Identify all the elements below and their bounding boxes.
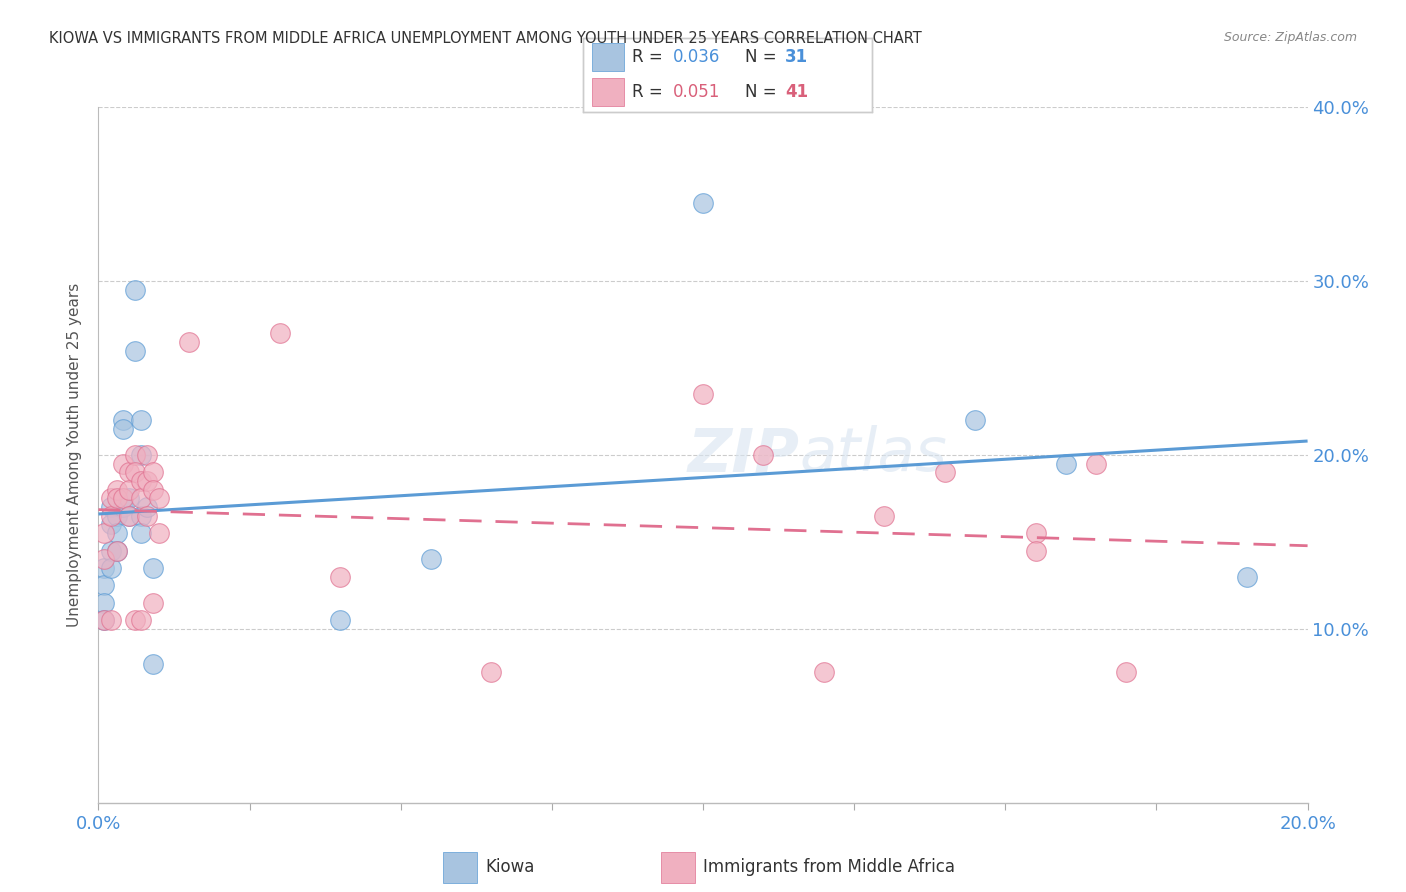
Point	[100, 517, 122, 532]
Point	[129, 491, 152, 506]
Text: Immigrants from Middle Africa: Immigrants from Middle Africa	[703, 858, 955, 876]
Point	[142, 596, 165, 610]
Point	[179, 334, 201, 349]
Text: R =: R =	[633, 83, 668, 101]
Point	[105, 526, 128, 541]
Text: 0.036: 0.036	[673, 48, 720, 66]
Y-axis label: Unemployment Among Youth under 25 years: Unemployment Among Youth under 25 years	[67, 283, 83, 627]
Point	[124, 283, 146, 297]
Point	[93, 613, 115, 627]
Point	[129, 508, 152, 523]
Point	[129, 448, 152, 462]
Point	[93, 613, 115, 627]
Point	[692, 195, 714, 210]
Point	[105, 508, 128, 523]
Point	[142, 657, 165, 671]
Point	[135, 500, 157, 514]
Point	[329, 613, 352, 627]
Point	[124, 448, 146, 462]
Point	[142, 466, 165, 480]
Point	[148, 491, 170, 506]
Point	[100, 613, 122, 627]
Point	[873, 508, 896, 523]
Point	[1024, 543, 1046, 558]
Point	[111, 413, 134, 427]
Point	[965, 413, 987, 427]
Point	[100, 491, 122, 506]
Point	[100, 543, 122, 558]
Point	[118, 483, 141, 497]
Point	[118, 491, 141, 506]
Point	[142, 483, 165, 497]
Text: 0.051: 0.051	[673, 83, 720, 101]
Point	[1236, 570, 1258, 584]
Point	[129, 474, 152, 488]
Point	[118, 466, 141, 480]
Point	[105, 483, 128, 497]
Point	[692, 387, 714, 401]
Bar	[592, 78, 624, 105]
Bar	[661, 852, 695, 883]
Point	[129, 613, 152, 627]
Point	[111, 491, 134, 506]
Text: Kiowa: Kiowa	[485, 858, 534, 876]
Point	[93, 552, 115, 566]
Text: Source: ZipAtlas.com: Source: ZipAtlas.com	[1223, 31, 1357, 45]
Point	[105, 543, 128, 558]
Point	[93, 526, 115, 541]
Bar	[443, 852, 477, 883]
Point	[135, 474, 157, 488]
Point	[135, 508, 157, 523]
Text: ZIP: ZIP	[688, 425, 800, 484]
Point	[420, 552, 443, 566]
Text: N =: N =	[745, 48, 782, 66]
Point	[105, 543, 128, 558]
Point	[93, 596, 115, 610]
Point	[100, 508, 122, 523]
Text: KIOWA VS IMMIGRANTS FROM MIDDLE AFRICA UNEMPLOYMENT AMONG YOUTH UNDER 25 YEARS C: KIOWA VS IMMIGRANTS FROM MIDDLE AFRICA U…	[49, 31, 922, 46]
Point	[1024, 526, 1046, 541]
Point	[934, 466, 956, 480]
Point	[105, 491, 128, 506]
Point	[93, 561, 115, 575]
Point	[1085, 457, 1108, 471]
Point	[752, 448, 775, 462]
Point	[1115, 665, 1137, 680]
Point	[269, 326, 291, 340]
Point	[100, 561, 122, 575]
Text: R =: R =	[633, 48, 668, 66]
Text: 31: 31	[785, 48, 808, 66]
Point	[813, 665, 835, 680]
Text: 41: 41	[785, 83, 808, 101]
Point	[100, 500, 122, 514]
Point	[111, 500, 134, 514]
Point	[124, 343, 146, 358]
Point	[129, 413, 152, 427]
Point	[329, 570, 352, 584]
Point	[93, 578, 115, 592]
Point	[111, 457, 134, 471]
Point	[1054, 457, 1077, 471]
Bar	[592, 44, 624, 71]
Point	[118, 508, 141, 523]
Point	[142, 561, 165, 575]
Point	[135, 448, 157, 462]
Point	[148, 526, 170, 541]
Point	[481, 665, 503, 680]
Text: N =: N =	[745, 83, 782, 101]
Text: atlas: atlas	[800, 425, 948, 484]
Point	[111, 422, 134, 436]
Point	[124, 466, 146, 480]
Point	[129, 526, 152, 541]
Point	[118, 508, 141, 523]
Point	[124, 613, 146, 627]
